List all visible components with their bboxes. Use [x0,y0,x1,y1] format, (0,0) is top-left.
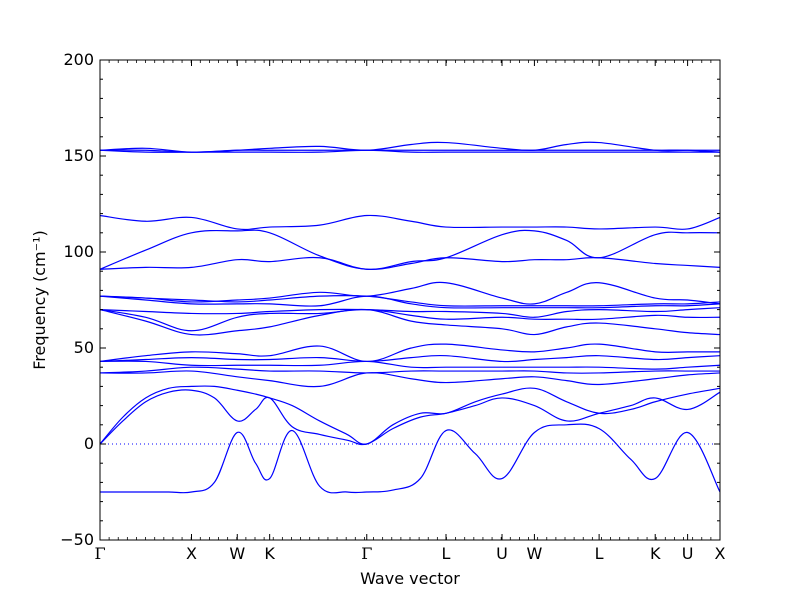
band-line-3 [99,385,721,445]
band-line-2 [99,389,721,446]
k-point-label: K [264,544,275,563]
k-point-label: L [595,544,604,563]
y-axis-ticks: −50 0 50 100 150 200 [60,50,720,549]
band-lines [99,141,721,494]
k-point-label: W [526,544,542,563]
k-point-label: L [442,544,451,563]
k-point-label: X [715,544,726,563]
y-tick-label: 100 [63,242,94,261]
band-line-9 [99,308,721,336]
k-point-label: Γ [94,544,105,563]
band-line-10 [99,308,721,332]
k-point-label: X [186,544,197,563]
k-point-label: W [229,544,245,563]
k-point-label: Γ [361,544,372,563]
band-line-5 [99,366,720,374]
band-line-7 [99,354,721,363]
band-line-1 [99,423,721,494]
y-tick-label: 200 [63,50,94,69]
band-line-17 [99,214,721,231]
y-tick-label: 0 [84,434,94,453]
y-axis-label: Frequency (cm⁻¹) [30,230,49,369]
band-line-11 [99,307,721,318]
x-axis-label: Wave vector [360,569,460,588]
y-tick-label: 150 [63,146,94,165]
band-line-15 [99,256,721,271]
band-line-4 [99,370,721,388]
y-tick-label: 50 [74,338,94,357]
k-point-label: U [682,544,694,563]
k-point-label: K [650,544,661,563]
band-line-14 [99,281,721,305]
band-line-6 [99,360,721,370]
band-line-16 [99,229,721,270]
band-line-8 [99,343,720,363]
band-line-20 [99,141,720,153]
y-tick-label: −50 [60,530,94,549]
k-point-label: U [496,544,508,563]
band-line-12 [99,295,721,309]
